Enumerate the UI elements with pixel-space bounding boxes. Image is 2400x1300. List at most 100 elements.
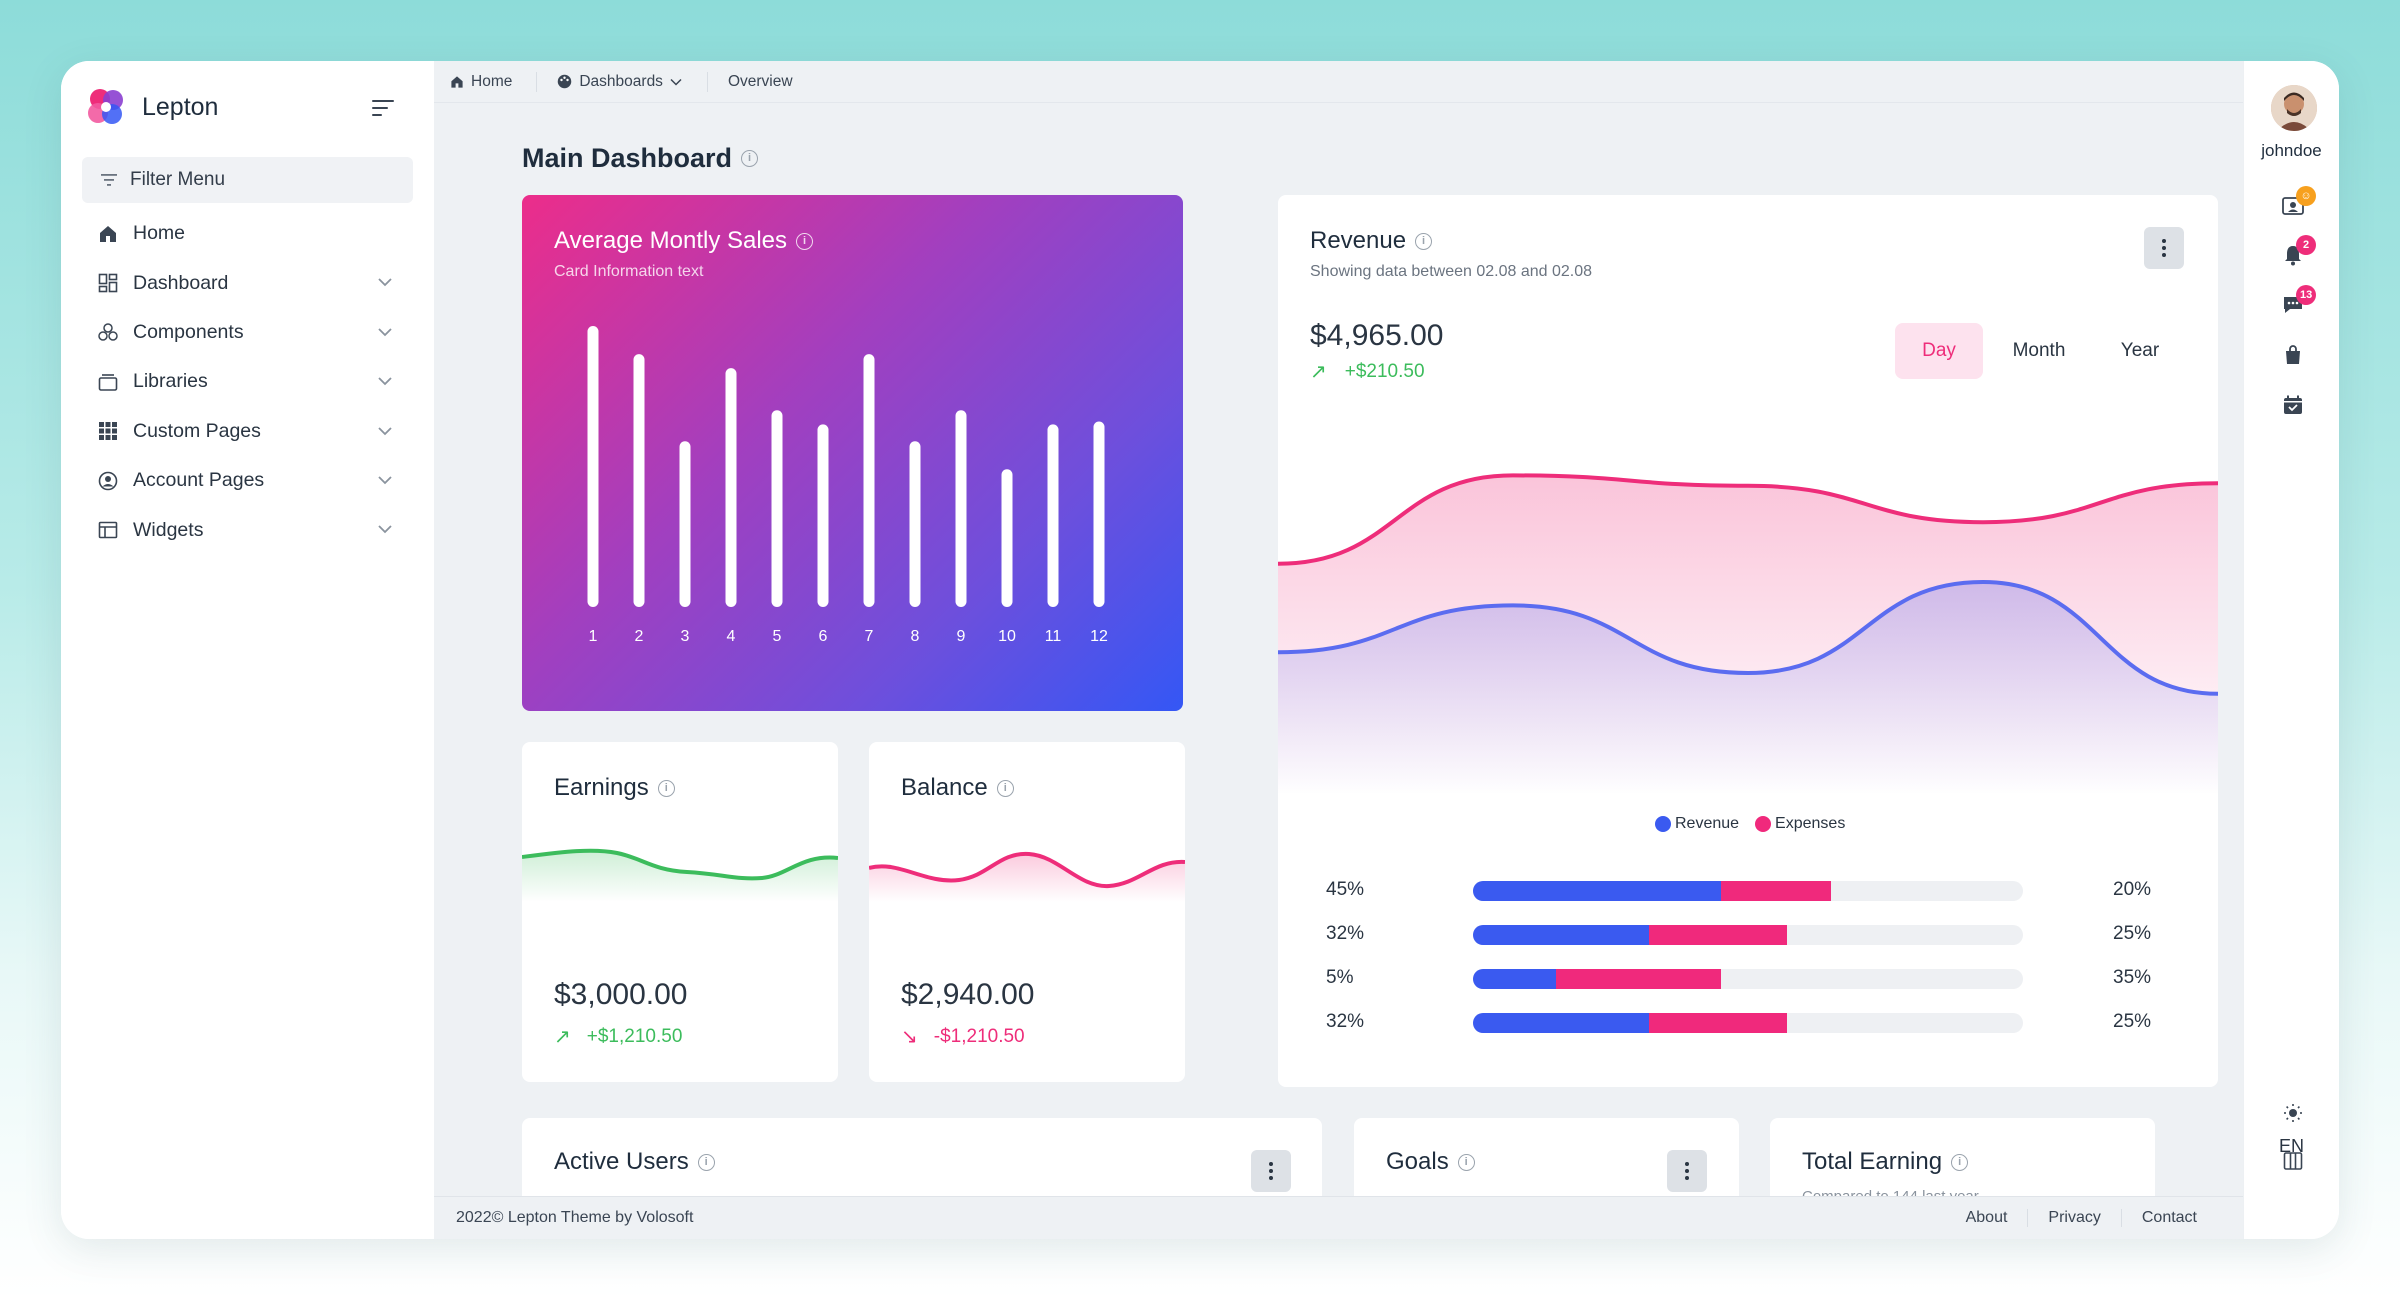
legend-dot <box>1755 816 1772 832</box>
page-title: Main Dashboard i <box>522 143 759 174</box>
total-earning-title: Total Earning i <box>1802 1148 1969 1176</box>
progress-right-value: 25% <box>2113 1011 2152 1032</box>
period-day-button[interactable]: Day <box>1895 323 1983 379</box>
sales-bar[interactable] <box>1047 424 1059 607</box>
filter-menu-input[interactable]: Filter Menu <box>82 157 413 203</box>
sales-bar[interactable] <box>771 410 783 607</box>
grid-icon <box>97 420 119 442</box>
sales-bar[interactable] <box>633 354 645 607</box>
sales-bar[interactable] <box>1001 469 1013 607</box>
progress-right-value: 35% <box>2113 967 2152 988</box>
notifications-button[interactable]: 2 <box>2281 235 2316 267</box>
filter-menu-label: Filter Menu <box>130 169 226 190</box>
calendar-button[interactable] <box>2281 393 2305 417</box>
more-vertical-icon <box>1685 1161 1689 1182</box>
language-selector[interactable]: EN <box>2278 1136 2304 1156</box>
sidebar-item-widgets[interactable]: Widgets <box>61 505 434 554</box>
progress-left-value: 45% <box>1326 879 1365 900</box>
sidebar-item-libraries[interactable]: Libraries <box>61 357 434 406</box>
info-icon[interactable]: i <box>1457 1153 1475 1171</box>
username[interactable]: johndoe <box>2261 141 2322 160</box>
sidebar-item-components[interactable]: Components <box>61 308 434 357</box>
balance-sparkline <box>869 851 1185 902</box>
breadcrumb-overview[interactable]: Overview <box>728 73 793 91</box>
progress-left-value: 32% <box>1326 923 1365 944</box>
info-icon[interactable]: i <box>697 1153 715 1171</box>
active-users-title-text: Active Users <box>554 1148 689 1175</box>
message-count-badge: 13 <box>2296 285 2317 305</box>
sales-card: Average Montly Sales i Card Information … <box>522 195 1183 711</box>
sales-bar[interactable] <box>725 368 737 607</box>
filter-icon <box>101 174 117 186</box>
arrow-up-right-icon: ↗ <box>1310 361 1327 383</box>
sales-bar[interactable] <box>817 424 829 607</box>
sales-bar-label: 3 <box>681 628 690 645</box>
goals-more-button[interactable] <box>1667 1150 1707 1192</box>
user-card-icon <box>2282 197 2304 215</box>
sidebar-item-account-pages[interactable]: Account Pages <box>61 456 434 505</box>
main-content: Home Dashboards Overview Main Dashboard … <box>434 61 2243 1239</box>
sales-bar[interactable] <box>587 326 599 607</box>
sales-bar[interactable] <box>1093 421 1105 607</box>
breadcrumb-dashboards[interactable]: Dashboards <box>557 73 683 91</box>
user-circle-icon <box>97 470 119 492</box>
sales-bar-label: 4 <box>727 628 736 645</box>
menu-collapse-icon[interactable] <box>372 99 396 117</box>
series-line-revenue[interactable] <box>1278 579 2218 696</box>
progress-segment-revenue <box>1473 881 1721 901</box>
sales-title-text: Average Montly Sales <box>554 227 788 254</box>
layout-toggle-button[interactable] <box>2281 1149 2305 1173</box>
progress-segment-revenue <box>1473 969 1556 989</box>
legend-expenses[interactable]: Expenses <box>1755 815 1845 833</box>
footer-link-about[interactable]: About <box>1965 1209 2008 1226</box>
footer-link-contact[interactable]: Contact <box>2120 1209 2217 1227</box>
info-icon[interactable]: i <box>657 779 675 797</box>
progress-row: 45% 20% <box>1278 876 2218 906</box>
user-card-button[interactable]: ☺ <box>2281 186 2316 218</box>
footer-link-privacy[interactable]: Privacy <box>2027 1209 2120 1227</box>
sidebar-item-home[interactable]: Home <box>61 209 434 258</box>
sales-bar[interactable] <box>955 410 967 607</box>
sidebar-item-dashboard[interactable]: Dashboard <box>61 258 434 307</box>
series-line-expenses[interactable] <box>1278 473 2218 566</box>
sales-bar[interactable] <box>863 354 875 607</box>
revenue-area-chart <box>1278 473 2218 795</box>
brand[interactable]: Lepton <box>85 86 218 128</box>
breadcrumb-overview-label: Overview <box>727 72 793 90</box>
sales-bar[interactable] <box>909 441 921 607</box>
sales-bar[interactable] <box>679 441 691 607</box>
active-users-more-button[interactable] <box>1251 1150 1291 1192</box>
info-icon[interactable]: i <box>796 232 814 250</box>
progress-segment-revenue <box>1473 925 1649 945</box>
legend-revenue[interactable]: Revenue <box>1655 815 1739 833</box>
earnings-amount: $3,000.00 <box>554 978 688 1011</box>
footer-links: About Privacy Contact <box>1946 1209 2217 1227</box>
revenue-more-button[interactable] <box>2144 227 2184 269</box>
progress-segment-expenses <box>1555 969 1721 989</box>
notification-count-badge: 2 <box>2296 235 2316 255</box>
user-avatar-icon <box>2271 85 2317 131</box>
theme-toggle-button[interactable] <box>2281 1101 2305 1125</box>
period-month-button[interactable]: Month <box>2012 340 2066 361</box>
info-icon[interactable]: i <box>741 150 759 167</box>
avatar[interactable] <box>2271 85 2317 131</box>
breadcrumb-divider <box>536 71 538 92</box>
balance-title-text: Balance <box>901 774 988 801</box>
period-year-button[interactable]: Year <box>2120 340 2160 361</box>
info-icon[interactable]: i <box>1951 1153 1969 1171</box>
sales-bar-label: 12 <box>1090 628 1108 645</box>
info-icon[interactable]: i <box>1415 232 1433 250</box>
shopping-button[interactable] <box>2281 343 2305 367</box>
progress-right-value: 20% <box>2113 879 2152 900</box>
sales-bar-chart: 1 2 3 4 5 6 7 8 9 10 11 12 <box>587 326 1108 645</box>
earnings-title: Earnings i <box>554 774 675 802</box>
components-icon <box>97 321 119 343</box>
sidebar-item-label: Libraries <box>133 370 208 393</box>
balance-card: Balance i $2,940.00 ↘ -$1,210.50 <box>869 742 1185 1082</box>
breadcrumb-home[interactable]: Home <box>450 73 512 91</box>
sales-bar-label: 7 <box>865 628 874 645</box>
sidebar-item-label: Custom Pages <box>133 419 261 442</box>
info-icon[interactable]: i <box>996 779 1014 797</box>
messages-button[interactable]: 13 <box>2281 285 2317 317</box>
sidebar-item-custom-pages[interactable]: Custom Pages <box>61 407 434 456</box>
